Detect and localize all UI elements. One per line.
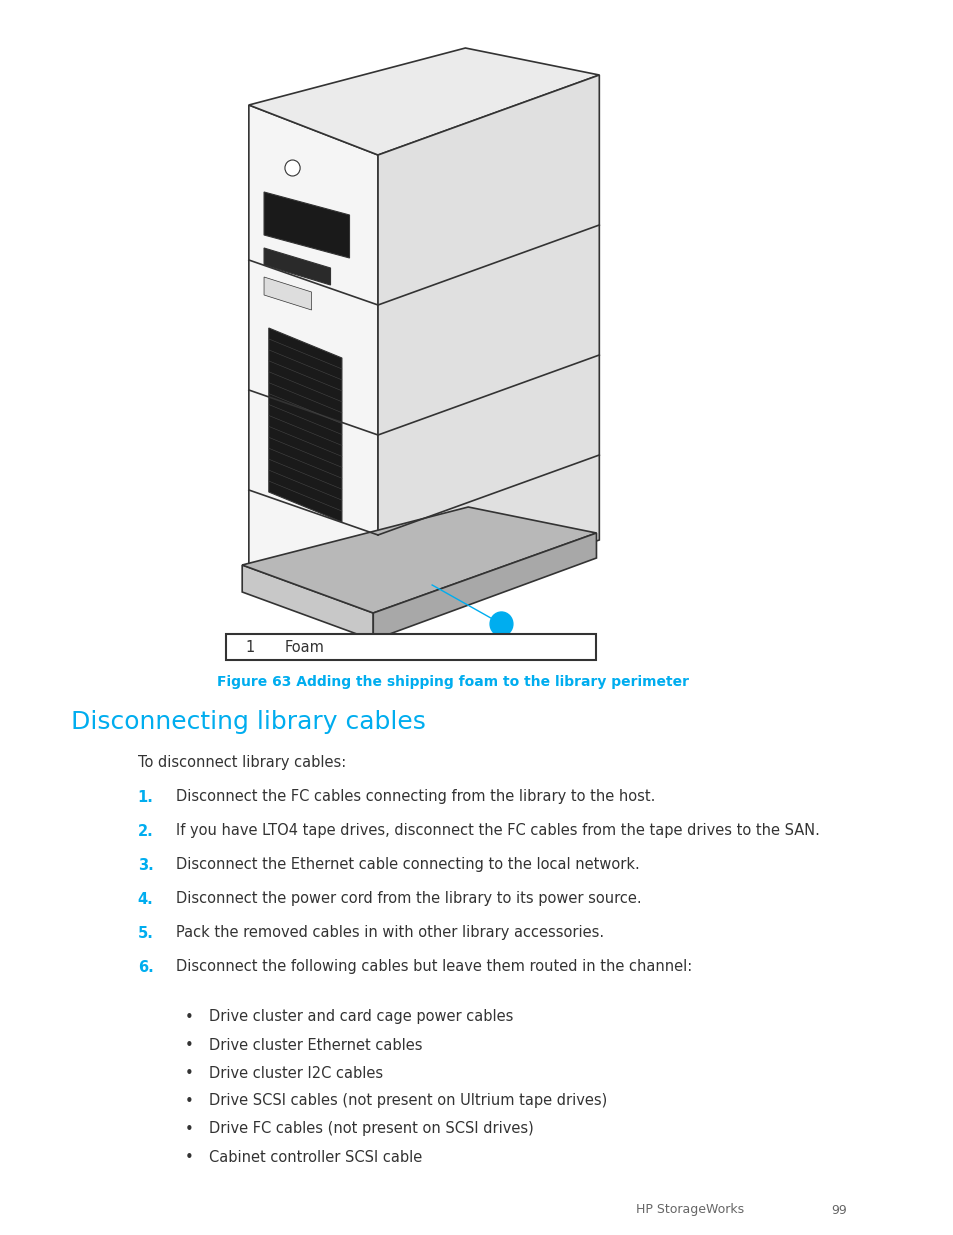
- Polygon shape: [242, 564, 373, 640]
- Polygon shape: [264, 248, 330, 285]
- Text: Disconnecting library cables: Disconnecting library cables: [71, 710, 426, 734]
- Text: Disconnect the Ethernet cable connecting to the local network.: Disconnect the Ethernet cable connecting…: [175, 857, 639, 872]
- Text: •: •: [185, 1037, 193, 1052]
- Polygon shape: [242, 508, 596, 613]
- Text: 99: 99: [830, 1203, 846, 1216]
- Text: If you have LTO4 tape drives, disconnect the FC cables from the tape drives to t: If you have LTO4 tape drives, disconnect…: [175, 824, 819, 839]
- Text: •: •: [185, 1121, 193, 1136]
- Polygon shape: [249, 105, 377, 613]
- Text: Disconnect the following cables but leave them routed in the channel:: Disconnect the following cables but leav…: [175, 960, 691, 974]
- Polygon shape: [264, 191, 349, 258]
- Text: •: •: [185, 1093, 193, 1109]
- Text: Pack the removed cables in with other library accessories.: Pack the removed cables in with other li…: [175, 925, 603, 941]
- Text: •: •: [185, 1066, 193, 1081]
- Text: 1: 1: [245, 640, 254, 655]
- Text: HP StorageWorks: HP StorageWorks: [636, 1203, 743, 1216]
- Polygon shape: [249, 48, 598, 156]
- Text: Drive FC cables (not present on SCSI drives): Drive FC cables (not present on SCSI dri…: [209, 1121, 533, 1136]
- Circle shape: [285, 161, 300, 177]
- Text: 5.: 5.: [137, 925, 153, 941]
- Text: Foam: Foam: [285, 640, 324, 655]
- Text: Disconnect the power cord from the library to its power source.: Disconnect the power cord from the libra…: [175, 892, 640, 906]
- Text: Drive cluster I2C cables: Drive cluster I2C cables: [209, 1066, 383, 1081]
- Text: Drive cluster Ethernet cables: Drive cluster Ethernet cables: [209, 1037, 422, 1052]
- Text: 4.: 4.: [137, 892, 153, 906]
- Text: •: •: [185, 1009, 193, 1025]
- Text: Drive SCSI cables (not present on Ultrium tape drives): Drive SCSI cables (not present on Ultriu…: [209, 1093, 606, 1109]
- Polygon shape: [264, 277, 312, 310]
- Text: 2.: 2.: [137, 824, 153, 839]
- Polygon shape: [269, 329, 341, 522]
- Text: Figure 63 Adding the shipping foam to the library perimeter: Figure 63 Adding the shipping foam to th…: [217, 676, 688, 689]
- Text: Cabinet controller SCSI cable: Cabinet controller SCSI cable: [209, 1150, 422, 1165]
- Polygon shape: [373, 534, 596, 640]
- Text: Drive cluster and card cage power cables: Drive cluster and card cage power cables: [209, 1009, 513, 1025]
- Text: Disconnect the FC cables connecting from the library to the host.: Disconnect the FC cables connecting from…: [175, 789, 655, 804]
- Polygon shape: [377, 75, 598, 613]
- Text: To disconnect library cables:: To disconnect library cables:: [137, 755, 346, 769]
- Circle shape: [490, 613, 513, 636]
- Text: 1.: 1.: [137, 789, 153, 804]
- Bar: [226, 634, 596, 659]
- Text: •: •: [185, 1150, 193, 1165]
- Text: 3.: 3.: [137, 857, 153, 872]
- Text: 6.: 6.: [137, 960, 153, 974]
